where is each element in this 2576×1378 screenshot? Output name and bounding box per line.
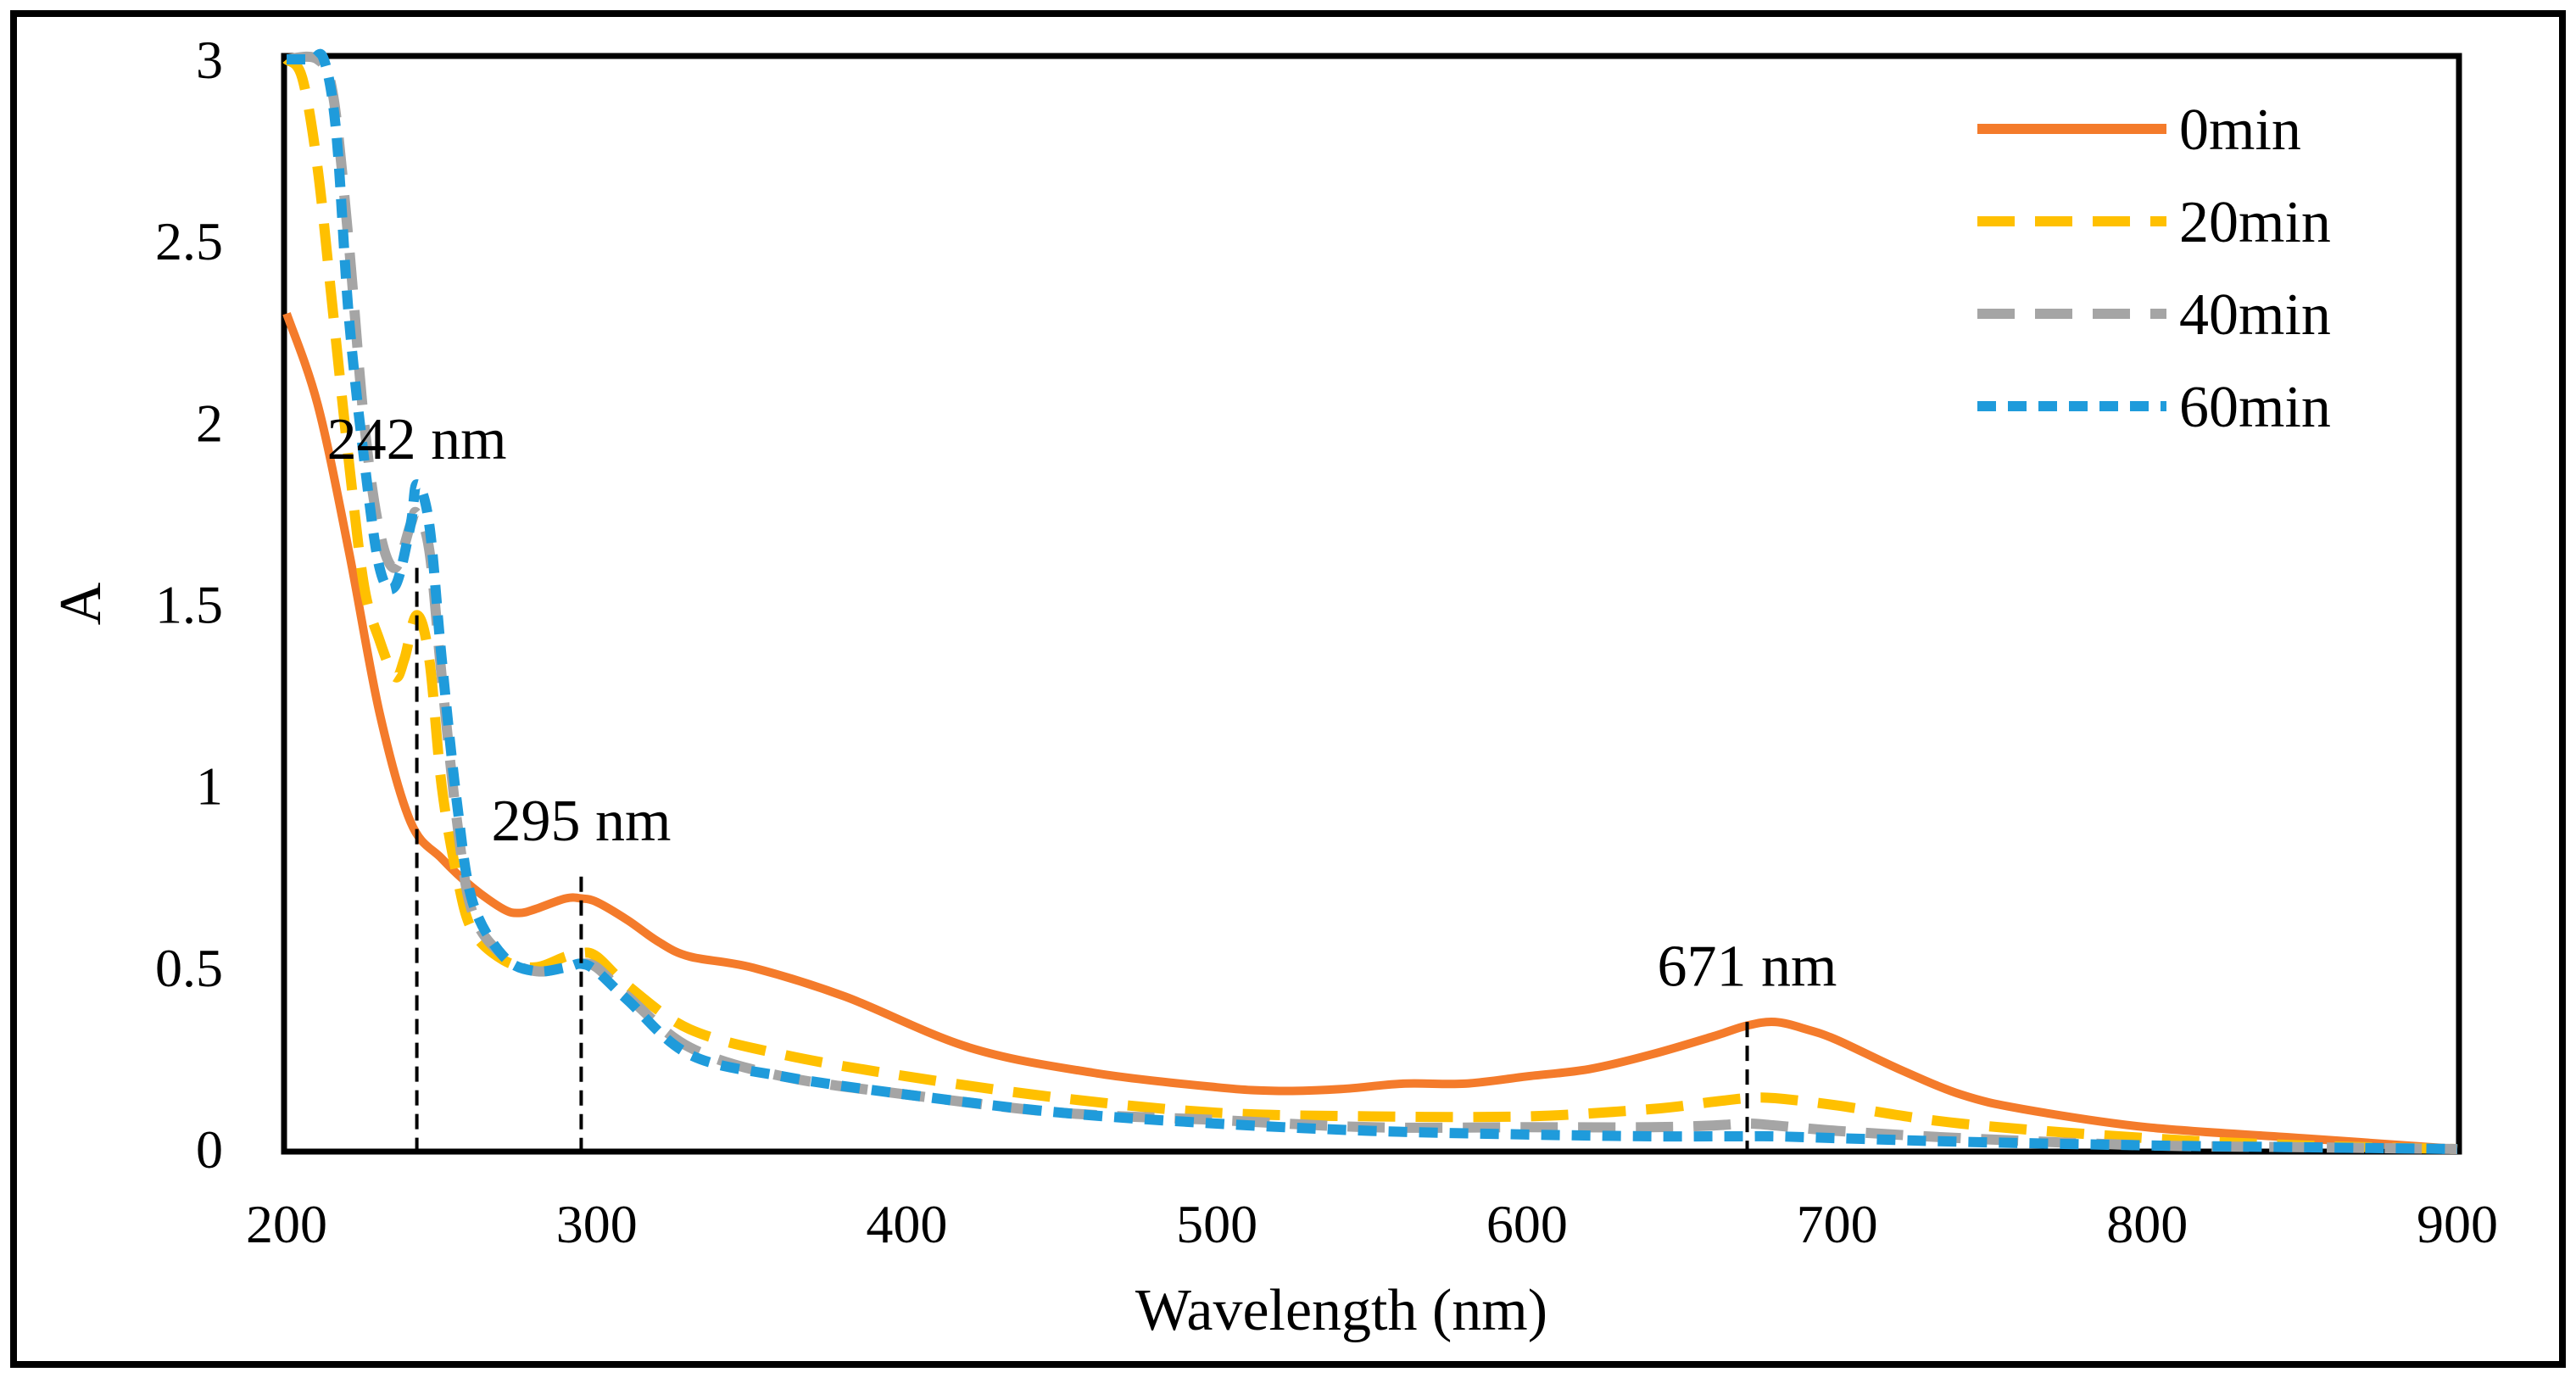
x-tick-label: 600 xyxy=(1486,1194,1568,1254)
series-line-60min xyxy=(287,48,2458,1154)
series-line-20min xyxy=(282,55,2458,1154)
series-line-0min xyxy=(282,312,2458,1153)
series-line-40min xyxy=(286,51,2458,1154)
x-tick-label: 500 xyxy=(1176,1194,1257,1254)
legend-label-0min: 0min xyxy=(2179,98,2301,163)
y-tick-label: 0.5 xyxy=(155,938,223,998)
y-tick-label: 2 xyxy=(196,393,223,453)
y-tick-label: 1 xyxy=(196,756,223,817)
legend: 0min 20min 40min 60min xyxy=(1977,98,2331,440)
x-axis-title: Wavelength (nm) xyxy=(1135,1278,1547,1343)
y-tick-label: 2.5 xyxy=(155,211,223,271)
y-tick-label: 0 xyxy=(196,1119,223,1180)
annotations: 242 nm 295 nm 671 nm xyxy=(327,407,1837,1149)
legend-label-40min: 40min xyxy=(2179,282,2331,348)
tick-labels: 200 300 400 500 600 700 800 900 0 0.5 1 1.5 2 2.5 3 xyxy=(155,30,2498,1254)
x-tick-label: 300 xyxy=(556,1194,638,1254)
plot-area-border xyxy=(281,53,2462,1155)
x-tick-label: 900 xyxy=(2417,1194,2498,1254)
annotation-label-1: 242 nm xyxy=(327,407,507,472)
annotation-label-3: 671 nm xyxy=(1658,934,1837,999)
x-tick-label: 200 xyxy=(246,1194,327,1254)
series-layer xyxy=(282,48,2458,1154)
legend-label-20min: 20min xyxy=(2179,190,2331,255)
legend-label-60min: 60min xyxy=(2179,375,2331,440)
x-tick-label: 800 xyxy=(2106,1194,2188,1254)
x-tick-label: 700 xyxy=(1797,1194,1878,1254)
y-tick-label: 3 xyxy=(196,30,223,90)
y-axis-title: A xyxy=(48,582,114,625)
x-tick-label: 400 xyxy=(866,1194,947,1254)
annotation-label-2: 295 nm xyxy=(491,789,671,854)
figure-border xyxy=(10,10,2566,1368)
y-tick-label: 1.5 xyxy=(155,575,223,635)
